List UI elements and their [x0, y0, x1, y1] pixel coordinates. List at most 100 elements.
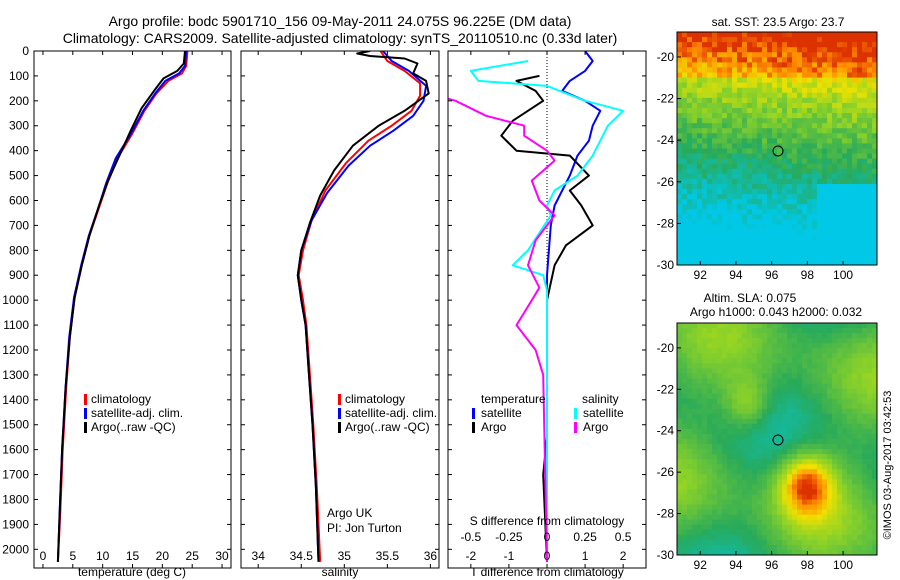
- sst-heatmap-cell: [817, 57, 823, 63]
- sst-heatmap-cell: [767, 32, 773, 38]
- sla-heatmap-cell: [792, 544, 798, 551]
- sst-heatmap-cell: [817, 133, 823, 139]
- sst-heatmap-cell: [777, 168, 783, 175]
- sla-heatmap-cell: [802, 418, 808, 425]
- sst-heatmap-cell: [827, 97, 833, 104]
- sla-heatmap-cell: [757, 534, 763, 541]
- sla-heatmap-cell: [707, 519, 713, 526]
- sla-heatmap-cell: [867, 519, 873, 526]
- sla-heatmap-cell: [727, 358, 733, 364]
- sla-heatmap-cell: [717, 328, 723, 334]
- sla-heatmap-cell: [812, 494, 818, 500]
- sla-heatmap-cell: [842, 524, 848, 531]
- sst-heatmap-cell: [782, 244, 788, 251]
- sla-map-panel: Altim. SLA: 0.075 Argo h1000: 0.043 h200…: [657, 291, 878, 572]
- sst-heatmap-cell: [712, 249, 718, 256]
- sst-heatmap-cell: [707, 224, 713, 230]
- sla-heatmap-cell: [737, 534, 743, 541]
- sst-heatmap-cell: [697, 82, 703, 89]
- sla-heatmap-cell: [762, 484, 768, 490]
- sla-heatmap-cell: [707, 338, 713, 344]
- sla-heatmap-cell: [702, 534, 708, 541]
- sst-heatmap-cell: [772, 32, 778, 38]
- sla-heatmap-cell: [727, 534, 733, 541]
- sst-heatmap-cell: [862, 209, 868, 215]
- sla-heatmap-cell: [857, 459, 863, 465]
- sst-heatmap-cell: [707, 87, 713, 94]
- sla-heatmap-cell: [732, 338, 738, 344]
- sst-heatmap-cell: [837, 143, 843, 149]
- sla-heatmap-cell: [827, 454, 833, 460]
- sst-heatmap-cell: [732, 234, 738, 241]
- sla-heatmap-cell: [767, 373, 773, 379]
- sla-heatmap-cell: [827, 343, 833, 349]
- sst-heatmap-cell: [722, 259, 728, 266]
- sla-heatmap-cell: [737, 549, 743, 556]
- sst-heatmap-cell: [827, 143, 833, 149]
- sst-heatmap-cell: [827, 128, 833, 134]
- sst-heatmap-cell: [782, 153, 788, 160]
- sla-heatmap-cell: [762, 388, 768, 395]
- sst-heatmap-cell: [747, 32, 753, 38]
- sla-heatmap-cell: [857, 519, 863, 526]
- sla-heatmap-cell: [677, 464, 683, 470]
- sst-heatmap-cell: [832, 143, 838, 149]
- sla-heatmap-cell: [862, 418, 868, 425]
- sla-heatmap-cell: [712, 474, 718, 480]
- sst-heatmap-cell: [862, 239, 868, 246]
- sla-heatmap-cell: [737, 509, 743, 516]
- sst-heatmap-cell: [842, 77, 848, 84]
- sla-heatmap-cell: [752, 348, 758, 354]
- sla-heatmap-cell: [822, 444, 828, 450]
- sst-heatmap-cell: [872, 249, 878, 256]
- sst-heatmap-cell: [837, 107, 843, 114]
- sst-heatmap-cell: [787, 62, 793, 68]
- sla-heatmap-cell: [687, 393, 693, 400]
- sst-heatmap-cell: [837, 249, 843, 256]
- sst-heatmap-cell: [762, 178, 768, 185]
- sst-heatmap-cell: [692, 32, 698, 38]
- sst-heatmap-cell: [682, 199, 688, 205]
- sst-heatmap-cell: [677, 102, 683, 109]
- sst-heatmap-cell: [692, 209, 698, 215]
- sla-heatmap-cell: [812, 403, 818, 410]
- sst-heatmap-cell: [812, 107, 818, 114]
- sla-heatmap-cell: [872, 449, 878, 455]
- sst-heatmap-cell: [872, 214, 878, 220]
- sla-heatmap-cell: [867, 408, 873, 415]
- sla-heatmap-cell: [802, 519, 808, 526]
- sst-heatmap-cell: [842, 82, 848, 89]
- sst-heatmap-cell: [757, 158, 763, 165]
- sst-heatmap-cell: [722, 57, 728, 63]
- sst-heatmap-cell: [827, 37, 833, 43]
- sla-heatmap-cell: [747, 353, 753, 359]
- sst-heatmap-cell: [837, 42, 843, 48]
- sst-heatmap-cell: [807, 118, 813, 124]
- sla-heatmap-cell: [732, 368, 738, 374]
- sst-heatmap-cell: [837, 183, 843, 190]
- sst-heatmap-cell: [772, 133, 778, 139]
- sst-heatmap-cell: [852, 153, 858, 160]
- sla-heatmap-cell: [807, 413, 813, 420]
- sst-heatmap-cell: [772, 52, 778, 58]
- sst-heatmap-cell: [797, 183, 803, 190]
- sla-heatmap-cell: [687, 378, 693, 384]
- sla-heatmap-cell: [727, 418, 733, 425]
- sla-heatmap-cell: [772, 504, 778, 511]
- sst-heatmap-cell: [682, 62, 688, 68]
- sst-heatmap-cell: [812, 153, 818, 160]
- sst-heatmap-cell: [762, 72, 768, 78]
- sst-heatmap-cell: [682, 92, 688, 99]
- sla-heatmap-cell: [832, 459, 838, 465]
- sla-heatmap-cell: [702, 373, 708, 379]
- sla-heatmap-cell: [717, 534, 723, 541]
- sst-heatmap-cell: [737, 82, 743, 89]
- sst-heatmap-cell: [852, 229, 858, 236]
- sst-heatmap-cell: [737, 138, 743, 144]
- sla-heatmap-cell: [812, 333, 818, 339]
- sst-heatmap-cell: [717, 178, 723, 185]
- sst-heatmap-cell: [817, 244, 823, 251]
- sst-heatmap-cell: [827, 224, 833, 230]
- sst-heatmap-cell: [802, 82, 808, 89]
- sla-heatmap-cell: [797, 494, 803, 500]
